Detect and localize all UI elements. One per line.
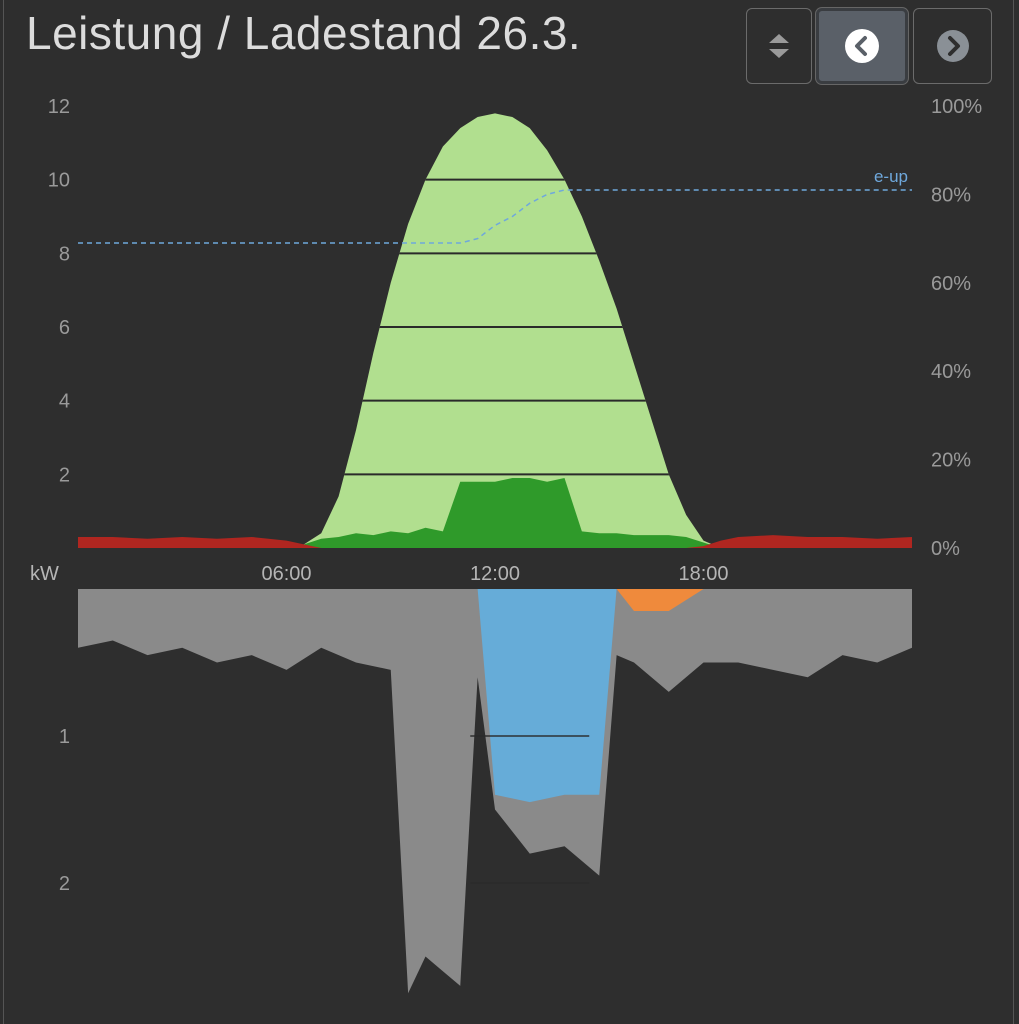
y2-tick-label: 0%: [931, 538, 960, 560]
battery-charge-area: [78, 589, 912, 803]
pv-production-area: [78, 113, 912, 548]
y-tick-label: 12: [48, 96, 70, 118]
sort-toggle-button[interactable]: [746, 8, 812, 84]
soc-line: [78, 189, 912, 244]
x-tick-label: 12:00: [470, 563, 520, 585]
y-tick-label: 2: [59, 873, 70, 895]
grid-import-area: [78, 535, 912, 548]
y-tick-label: 2: [59, 464, 70, 486]
previous-day-button[interactable]: [816, 8, 908, 84]
up-down-arrows-icon: [769, 34, 789, 58]
y2-tick-label: 80%: [931, 184, 971, 206]
y2-tick-label: 100%: [931, 96, 982, 118]
y2-tick-label: 20%: [931, 450, 971, 472]
y-tick-label: 10: [48, 170, 70, 192]
soc-line-label: e-up: [874, 167, 908, 186]
y-tick-label: 6: [59, 317, 70, 339]
chevron-right-circle-icon: [936, 30, 969, 62]
chart-card: [3, 0, 1014, 1024]
y-tick-label: 8: [59, 243, 70, 265]
x-tick-label: 18:00: [678, 563, 728, 585]
page-title: Leistung / Ladestand 26.3.: [26, 7, 582, 59]
self-consumption-area: [78, 478, 912, 548]
chevron-left-circle-icon: [845, 29, 879, 63]
y-tick-label: 4: [59, 391, 70, 413]
x-tick-label: 06:00: [261, 563, 311, 585]
next-day-button[interactable]: [913, 8, 992, 84]
y2-tick-label: 60%: [931, 273, 971, 295]
y2-tick-label: 40%: [931, 361, 971, 383]
y-tick-label: 1: [59, 726, 70, 748]
y-unit-label: kW: [30, 563, 59, 585]
